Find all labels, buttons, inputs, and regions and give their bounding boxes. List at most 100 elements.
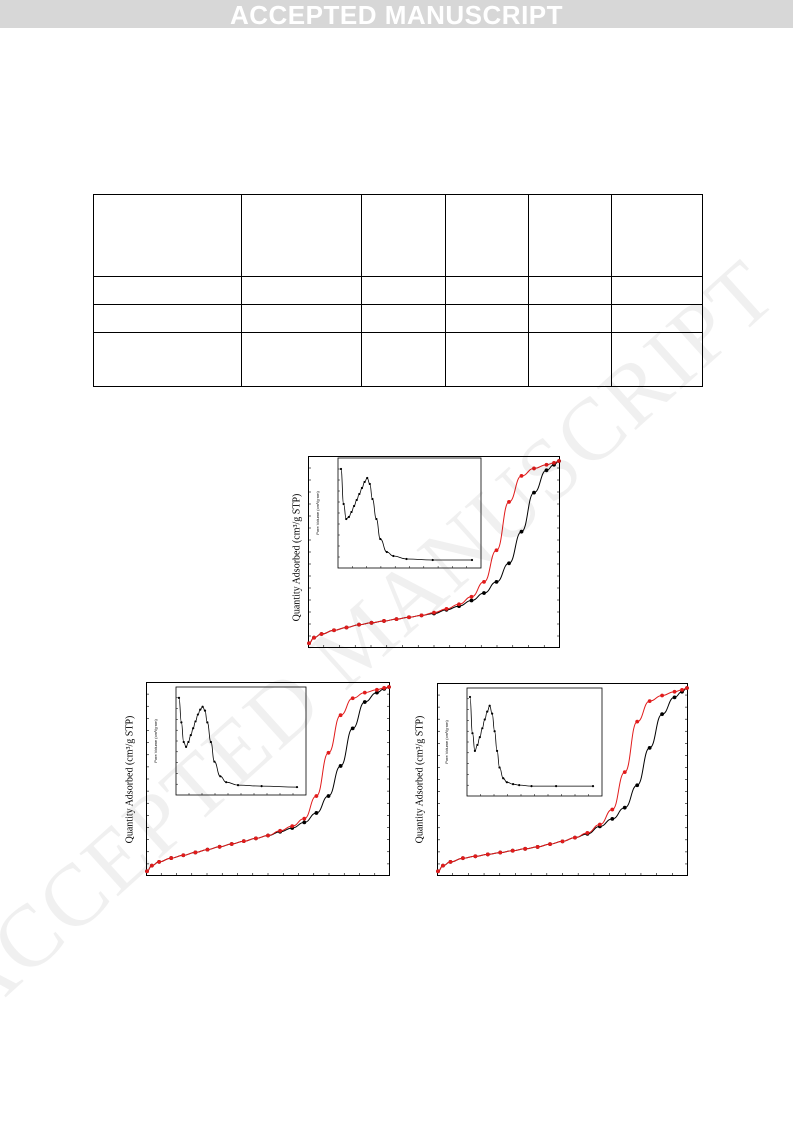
pore-distribution-point bbox=[431, 558, 434, 562]
table-cell bbox=[445, 276, 529, 305]
desorption-point bbox=[357, 622, 361, 627]
desorption-point bbox=[444, 606, 449, 611]
desorption-point bbox=[441, 863, 445, 868]
table-cell bbox=[241, 304, 362, 333]
pore-distribution-point bbox=[339, 467, 343, 471]
pore-distribution-point bbox=[199, 708, 202, 711]
chart-1-y-axis-label: Quantity Adsorbed (cm³/g STP) bbox=[291, 493, 303, 622]
desorption-point bbox=[498, 850, 503, 855]
pore-distribution-point bbox=[295, 785, 299, 789]
pore-distribution-point bbox=[192, 727, 195, 730]
desorption-point bbox=[332, 628, 336, 633]
table-cell bbox=[93, 332, 242, 387]
pore-distribution-point bbox=[182, 740, 185, 744]
pore-distribution-point bbox=[184, 745, 188, 748]
desorption-point bbox=[523, 846, 528, 851]
desorption-point bbox=[193, 850, 198, 855]
desorption-point bbox=[532, 466, 536, 471]
table-cell bbox=[361, 276, 446, 305]
desorption-point bbox=[266, 833, 270, 838]
desorption-point bbox=[685, 686, 689, 690]
desorption-point bbox=[229, 842, 234, 846]
desorption-point bbox=[672, 689, 677, 694]
desorption-point bbox=[241, 839, 246, 844]
table-cell bbox=[361, 332, 446, 387]
desorption-point bbox=[314, 794, 319, 798]
desorption-point bbox=[181, 853, 186, 858]
desorption-point bbox=[145, 869, 149, 874]
desorption-point bbox=[319, 632, 324, 636]
pore-distribution-point bbox=[363, 480, 366, 484]
desorption-point bbox=[494, 548, 499, 553]
desorption-point bbox=[290, 824, 295, 829]
inset-y-axis-label: Pore Volume (cm³/g·nm) bbox=[153, 719, 158, 763]
desorption-point bbox=[610, 807, 615, 812]
desorption-point bbox=[407, 615, 411, 620]
adsorption-point bbox=[482, 591, 486, 595]
table-cell bbox=[361, 304, 446, 333]
pore-distribution-point bbox=[368, 482, 371, 486]
pore-distribution-point bbox=[177, 696, 181, 699]
desorption-point bbox=[469, 594, 474, 599]
desorption-point bbox=[157, 859, 161, 864]
pore-distribution-point bbox=[379, 537, 382, 541]
desorption-point bbox=[302, 816, 307, 821]
desorption-point bbox=[519, 473, 524, 478]
chart-2-y-axis-label: Quantity Adsorbed (cm³/g STP) bbox=[124, 715, 136, 844]
pore-distribution-point bbox=[206, 721, 209, 724]
desorption-point bbox=[307, 641, 311, 646]
desorption-point bbox=[362, 690, 367, 695]
adsorption-point bbox=[507, 561, 511, 566]
pore-distribution-point bbox=[201, 705, 204, 708]
pore-distribution-point bbox=[180, 721, 183, 724]
table-cell bbox=[445, 194, 529, 277]
pore-distribution-point bbox=[470, 558, 474, 562]
adsorption-point bbox=[494, 580, 499, 584]
desorption-point bbox=[485, 852, 490, 857]
pore-distribution-point bbox=[345, 517, 348, 521]
pore-distribution-point bbox=[483, 718, 486, 721]
pore-distribution-point bbox=[591, 785, 595, 788]
desorption-point bbox=[548, 842, 552, 847]
table-cell bbox=[241, 276, 362, 305]
adsorption-point bbox=[469, 598, 474, 603]
pore-distribution-point bbox=[498, 766, 501, 769]
desorption-point bbox=[597, 822, 602, 827]
pore-distribution-point bbox=[355, 498, 358, 502]
table-cell bbox=[611, 194, 703, 277]
table-header-row bbox=[93, 194, 703, 277]
desorption-point bbox=[394, 617, 399, 621]
adsorption-point bbox=[375, 690, 379, 695]
desorption-point bbox=[560, 839, 565, 844]
table-cell bbox=[241, 332, 362, 387]
desorption-point bbox=[535, 845, 540, 849]
pore-distribution-point bbox=[187, 740, 190, 744]
adsorption-point bbox=[362, 700, 367, 704]
adsorption-point bbox=[610, 817, 615, 821]
desorption-point bbox=[344, 625, 349, 630]
desorption-point bbox=[473, 854, 478, 859]
inset-y-axis-label: Pore Volume (cm³/g·nm) bbox=[315, 491, 320, 535]
pore-distribution-point bbox=[203, 709, 207, 712]
pore-distribution-point bbox=[468, 695, 472, 699]
pore-distribution-point bbox=[511, 783, 515, 786]
table-cell bbox=[93, 276, 242, 305]
desorption-point bbox=[557, 459, 561, 463]
pore-distribution-point bbox=[194, 720, 197, 723]
adsorption-point bbox=[532, 490, 536, 495]
pore-distribution-point bbox=[350, 510, 353, 514]
chart-3-y-axis-label: Quantity Adsorbed (cm³/g STP) bbox=[414, 715, 426, 844]
desorption-point bbox=[573, 835, 577, 840]
adsorption-point bbox=[519, 529, 524, 534]
table-cell bbox=[93, 194, 242, 277]
desorption-point bbox=[432, 610, 436, 615]
desorption-point bbox=[149, 863, 154, 868]
table-cell bbox=[361, 194, 446, 277]
desorption-point bbox=[544, 462, 549, 467]
pore-distribution-point bbox=[371, 497, 374, 501]
chart-3-isotherm: Pore Volume (cm³/g·nm) bbox=[436, 683, 689, 876]
pore-distribution-point bbox=[473, 749, 477, 752]
table-cell bbox=[611, 332, 703, 387]
table-cell bbox=[528, 194, 612, 277]
desorption-point bbox=[217, 844, 222, 849]
